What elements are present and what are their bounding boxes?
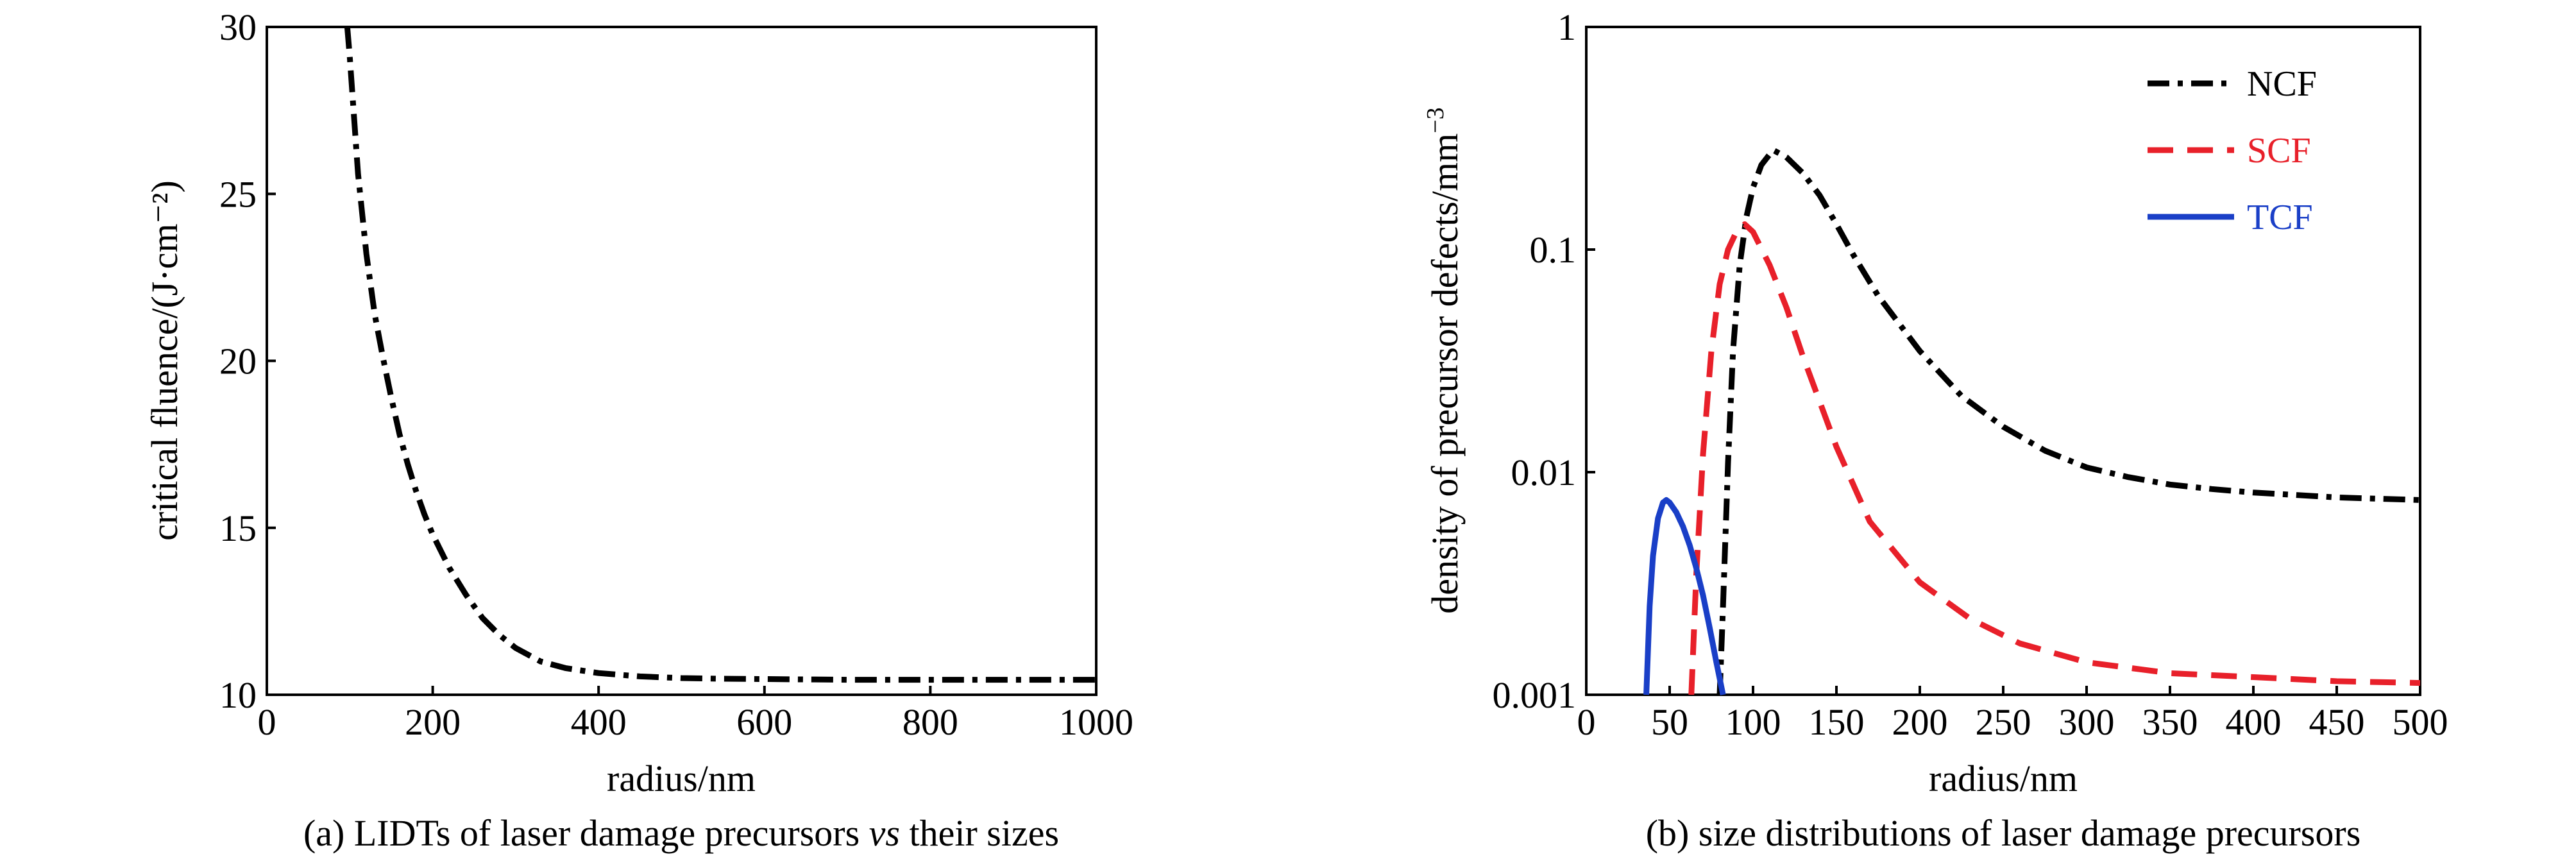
panel-b-x-ticks: 0 50 100 150 200 250 300 350 400 450 500 [1577, 686, 2448, 743]
panel-a-y-ticks: 10 15 20 25 30 [219, 6, 276, 716]
panel-a-y-axis-label: critical fluence/(J·cm⁻²) [144, 180, 185, 541]
b-x-tick-label: 250 [1976, 701, 2031, 743]
b-x-tick-label: 400 [2226, 701, 2282, 743]
panel-a-critical-fluence-chart: 0 200 400 600 800 1000 10 15 20 25 30 radius/nm c… [144, 6, 1133, 854]
a-x-tick-label: 400 [571, 701, 627, 743]
b-y-tick-label: 0.001 [1493, 674, 1577, 716]
panel-b-y-axis-label: density of precursor defects/mm−3 [1422, 107, 1466, 613]
b-series-line-ncf [1716, 147, 2421, 695]
panel-a-plot-frame [266, 26, 1097, 696]
a-y-tick-label: 25 [219, 173, 257, 215]
b-x-tick-label: 150 [1809, 701, 1865, 743]
b-x-tick-label: 50 [1651, 701, 1688, 743]
a-x-tick-label: 1000 [1059, 701, 1133, 743]
panel-b-y-axis-label-sup: −3 [1422, 107, 1449, 133]
panel-b-series [1643, 147, 2421, 695]
panel-b-caption: (b) size distributions of laser damage p… [1646, 812, 2361, 854]
panel-a-x-ticks: 0 200 400 600 800 1000 [258, 686, 1133, 743]
a-x-tick-label: 800 [902, 701, 958, 743]
a-x-tick-label: 600 [736, 701, 792, 743]
panel-a-caption: (a) LIDTs of laser damage precursors vs … [303, 812, 1059, 854]
b-series-line-tcf [1643, 497, 1726, 695]
panel-b-legend: NCF SCF TCF [2148, 64, 2317, 237]
a-y-tick-label: 10 [219, 674, 257, 716]
panel-a-caption-italic: vs [869, 812, 900, 854]
panel-b-x-axis-label: radius/nm [1929, 758, 2078, 799]
a-y-tick-label: 30 [219, 6, 257, 48]
b-x-tick-label: 0 [1577, 701, 1596, 743]
a-series-line-0 [344, 26, 1096, 683]
legend-label-scf: SCF [2247, 131, 2311, 171]
b-x-tick-label: 200 [1892, 701, 1948, 743]
b-series-line-scf [1688, 221, 2421, 695]
panel-a-x-axis-label: radius/nm [607, 758, 756, 799]
b-y-tick-label: 0.1 [1530, 229, 1577, 271]
panel-a-caption-suffix: their sizes [900, 812, 1059, 854]
b-x-tick-label: 450 [2309, 701, 2365, 743]
panel-a-caption-prefix: (a) LIDTs of laser damage precursors [303, 812, 869, 854]
a-y-tick-label: 20 [219, 341, 257, 382]
b-x-tick-label: 100 [1725, 701, 1781, 743]
b-x-tick-label: 300 [2059, 701, 2115, 743]
a-y-tick-label: 15 [219, 507, 257, 549]
a-x-tick-label: 200 [405, 701, 461, 743]
a-x-tick-label: 0 [258, 701, 276, 743]
panel-a-series [344, 26, 1096, 683]
panel-b-size-distribution-chart: 0 50 100 150 200 250 300 350 400 450 500 0.001 0.01… [1422, 6, 2448, 854]
legend-label-ncf: NCF [2247, 64, 2317, 104]
b-y-tick-label: 1 [1557, 6, 1576, 48]
b-x-tick-label: 500 [2393, 701, 2448, 743]
b-x-tick-label: 350 [2142, 701, 2198, 743]
legend-label-tcf: TCF [2247, 198, 2313, 237]
panel-b-y-ticks: 0.001 0.01 0.1 1 [1493, 6, 1595, 716]
b-y-tick-label: 0.01 [1511, 452, 1577, 493]
panel-b-y-axis-label-main: density of precursor defects/mm [1424, 133, 1466, 614]
